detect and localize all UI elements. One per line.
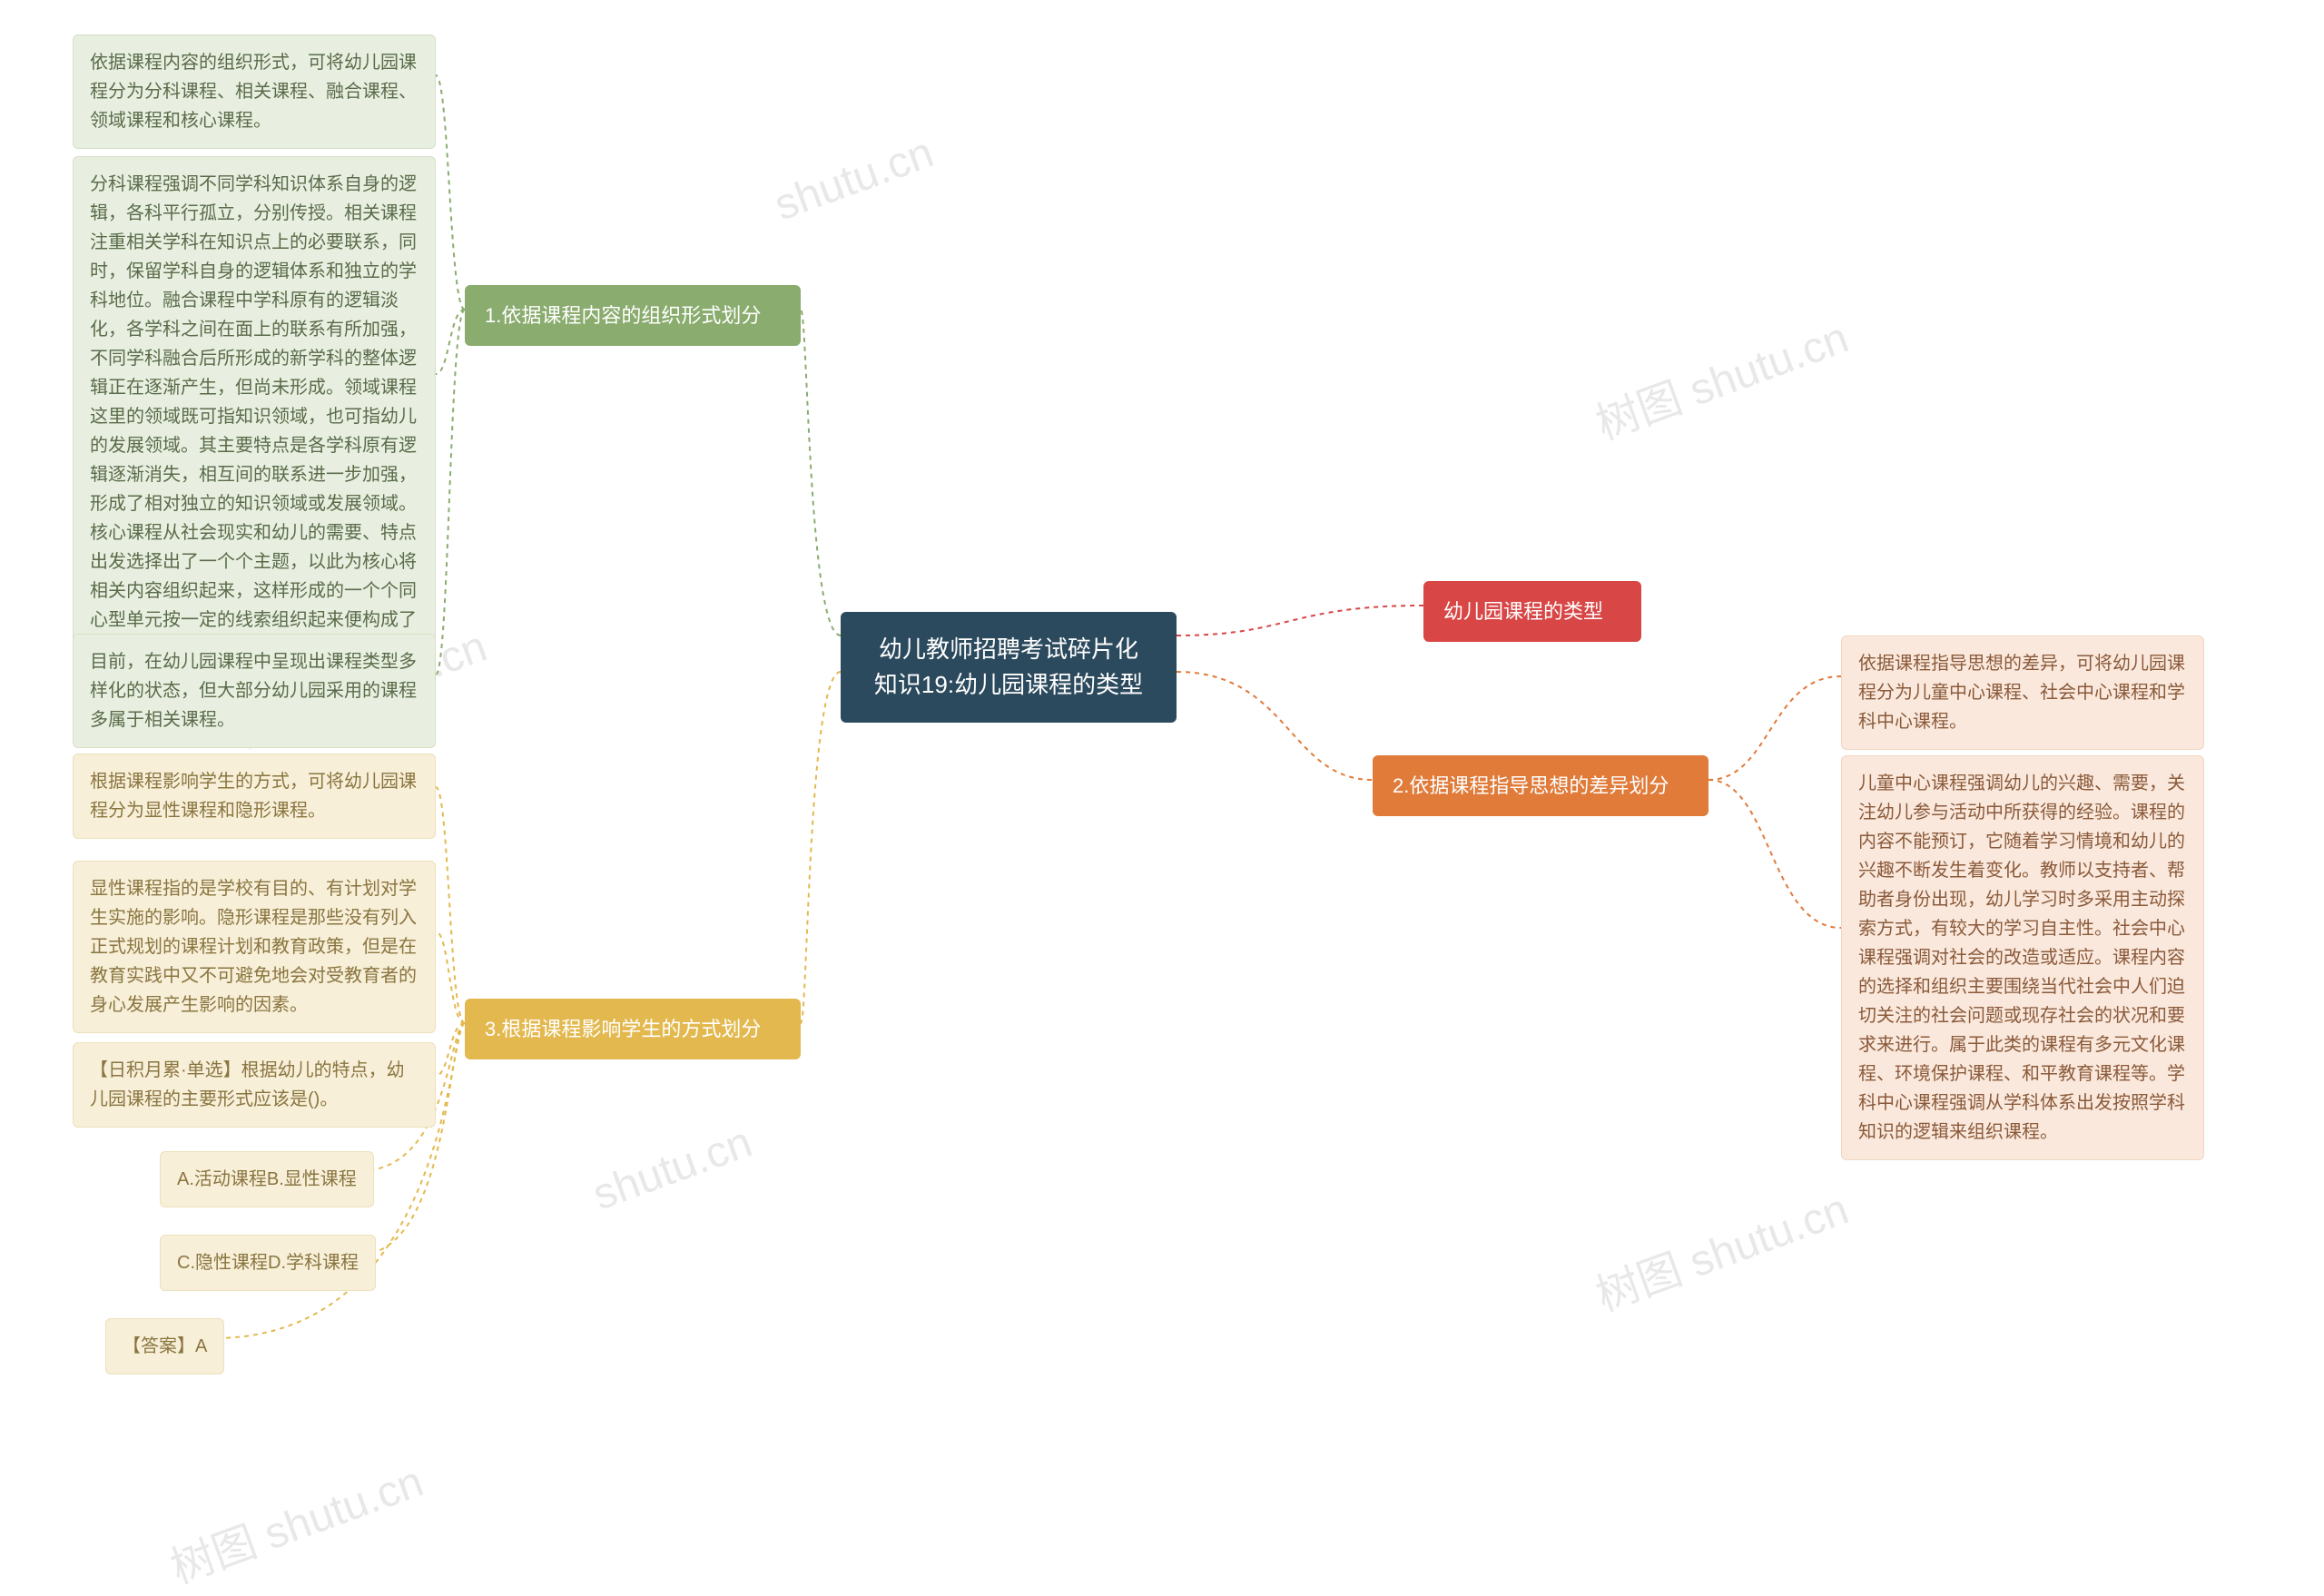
- leaf-green-1: 依据课程内容的组织形式，可将幼儿园课程分为分科课程、相关课程、融合课程、领域课程…: [73, 34, 436, 149]
- branch-guiding-thought: 2.依据课程指导思想的差异划分: [1373, 755, 1709, 816]
- watermark: shutu.cn: [586, 1118, 758, 1221]
- branch-types: 幼儿园课程的类型: [1423, 581, 1641, 642]
- watermark: 树图 shutu.cn: [1586, 301, 1856, 451]
- leaf-yellow-3: 【日积月累·单选】根据幼儿的特点，幼儿园课程的主要形式应该是()。: [73, 1042, 436, 1128]
- leaf-yellow-5: C.隐性课程D.学科课程: [160, 1235, 376, 1291]
- watermark: 树图 shutu.cn: [161, 1445, 430, 1595]
- leaf-orange-2: 儿童中心课程强调幼儿的兴趣、需要，关注幼儿参与活动中所获得的经验。课程的内容不能…: [1841, 755, 2204, 1160]
- leaf-yellow-6: 【答案】A: [105, 1318, 224, 1374]
- leaf-green-3: 目前，在幼儿园课程中呈现出课程类型多样化的状态，但大部分幼儿园采用的课程多属于相…: [73, 634, 436, 748]
- watermark: shutu.cn: [768, 128, 940, 232]
- watermark: 树图 shutu.cn: [1586, 1173, 1856, 1323]
- root-node: 幼儿教师招聘考试碎片化 知识19:幼儿园课程的类型: [841, 612, 1177, 723]
- leaf-green-2: 分科课程强调不同学科知识体系自身的逻辑，各科平行孤立，分别传授。相关课程注重相关…: [73, 156, 436, 677]
- leaf-yellow-1: 根据课程影响学生的方式，可将幼儿园课程分为显性课程和隐形课程。: [73, 754, 436, 839]
- leaf-yellow-4: A.活动课程B.显性课程: [160, 1151, 374, 1207]
- branch-influence-method: 3.根据课程影响学生的方式划分: [465, 999, 801, 1059]
- root-line2: 知识19:幼儿园课程的类型: [874, 671, 1143, 698]
- leaf-orange-1: 依据课程指导思想的差异，可将幼儿园课程分为儿童中心课程、社会中心课程和学科中心课…: [1841, 635, 2204, 750]
- leaf-yellow-2: 显性课程指的是学校有目的、有计划对学生实施的影响。隐形课程是那些没有列入正式规划…: [73, 861, 436, 1033]
- root-line1: 幼儿教师招聘考试碎片化: [879, 635, 1138, 663]
- branch-org-form: 1.依据课程内容的组织形式划分: [465, 285, 801, 346]
